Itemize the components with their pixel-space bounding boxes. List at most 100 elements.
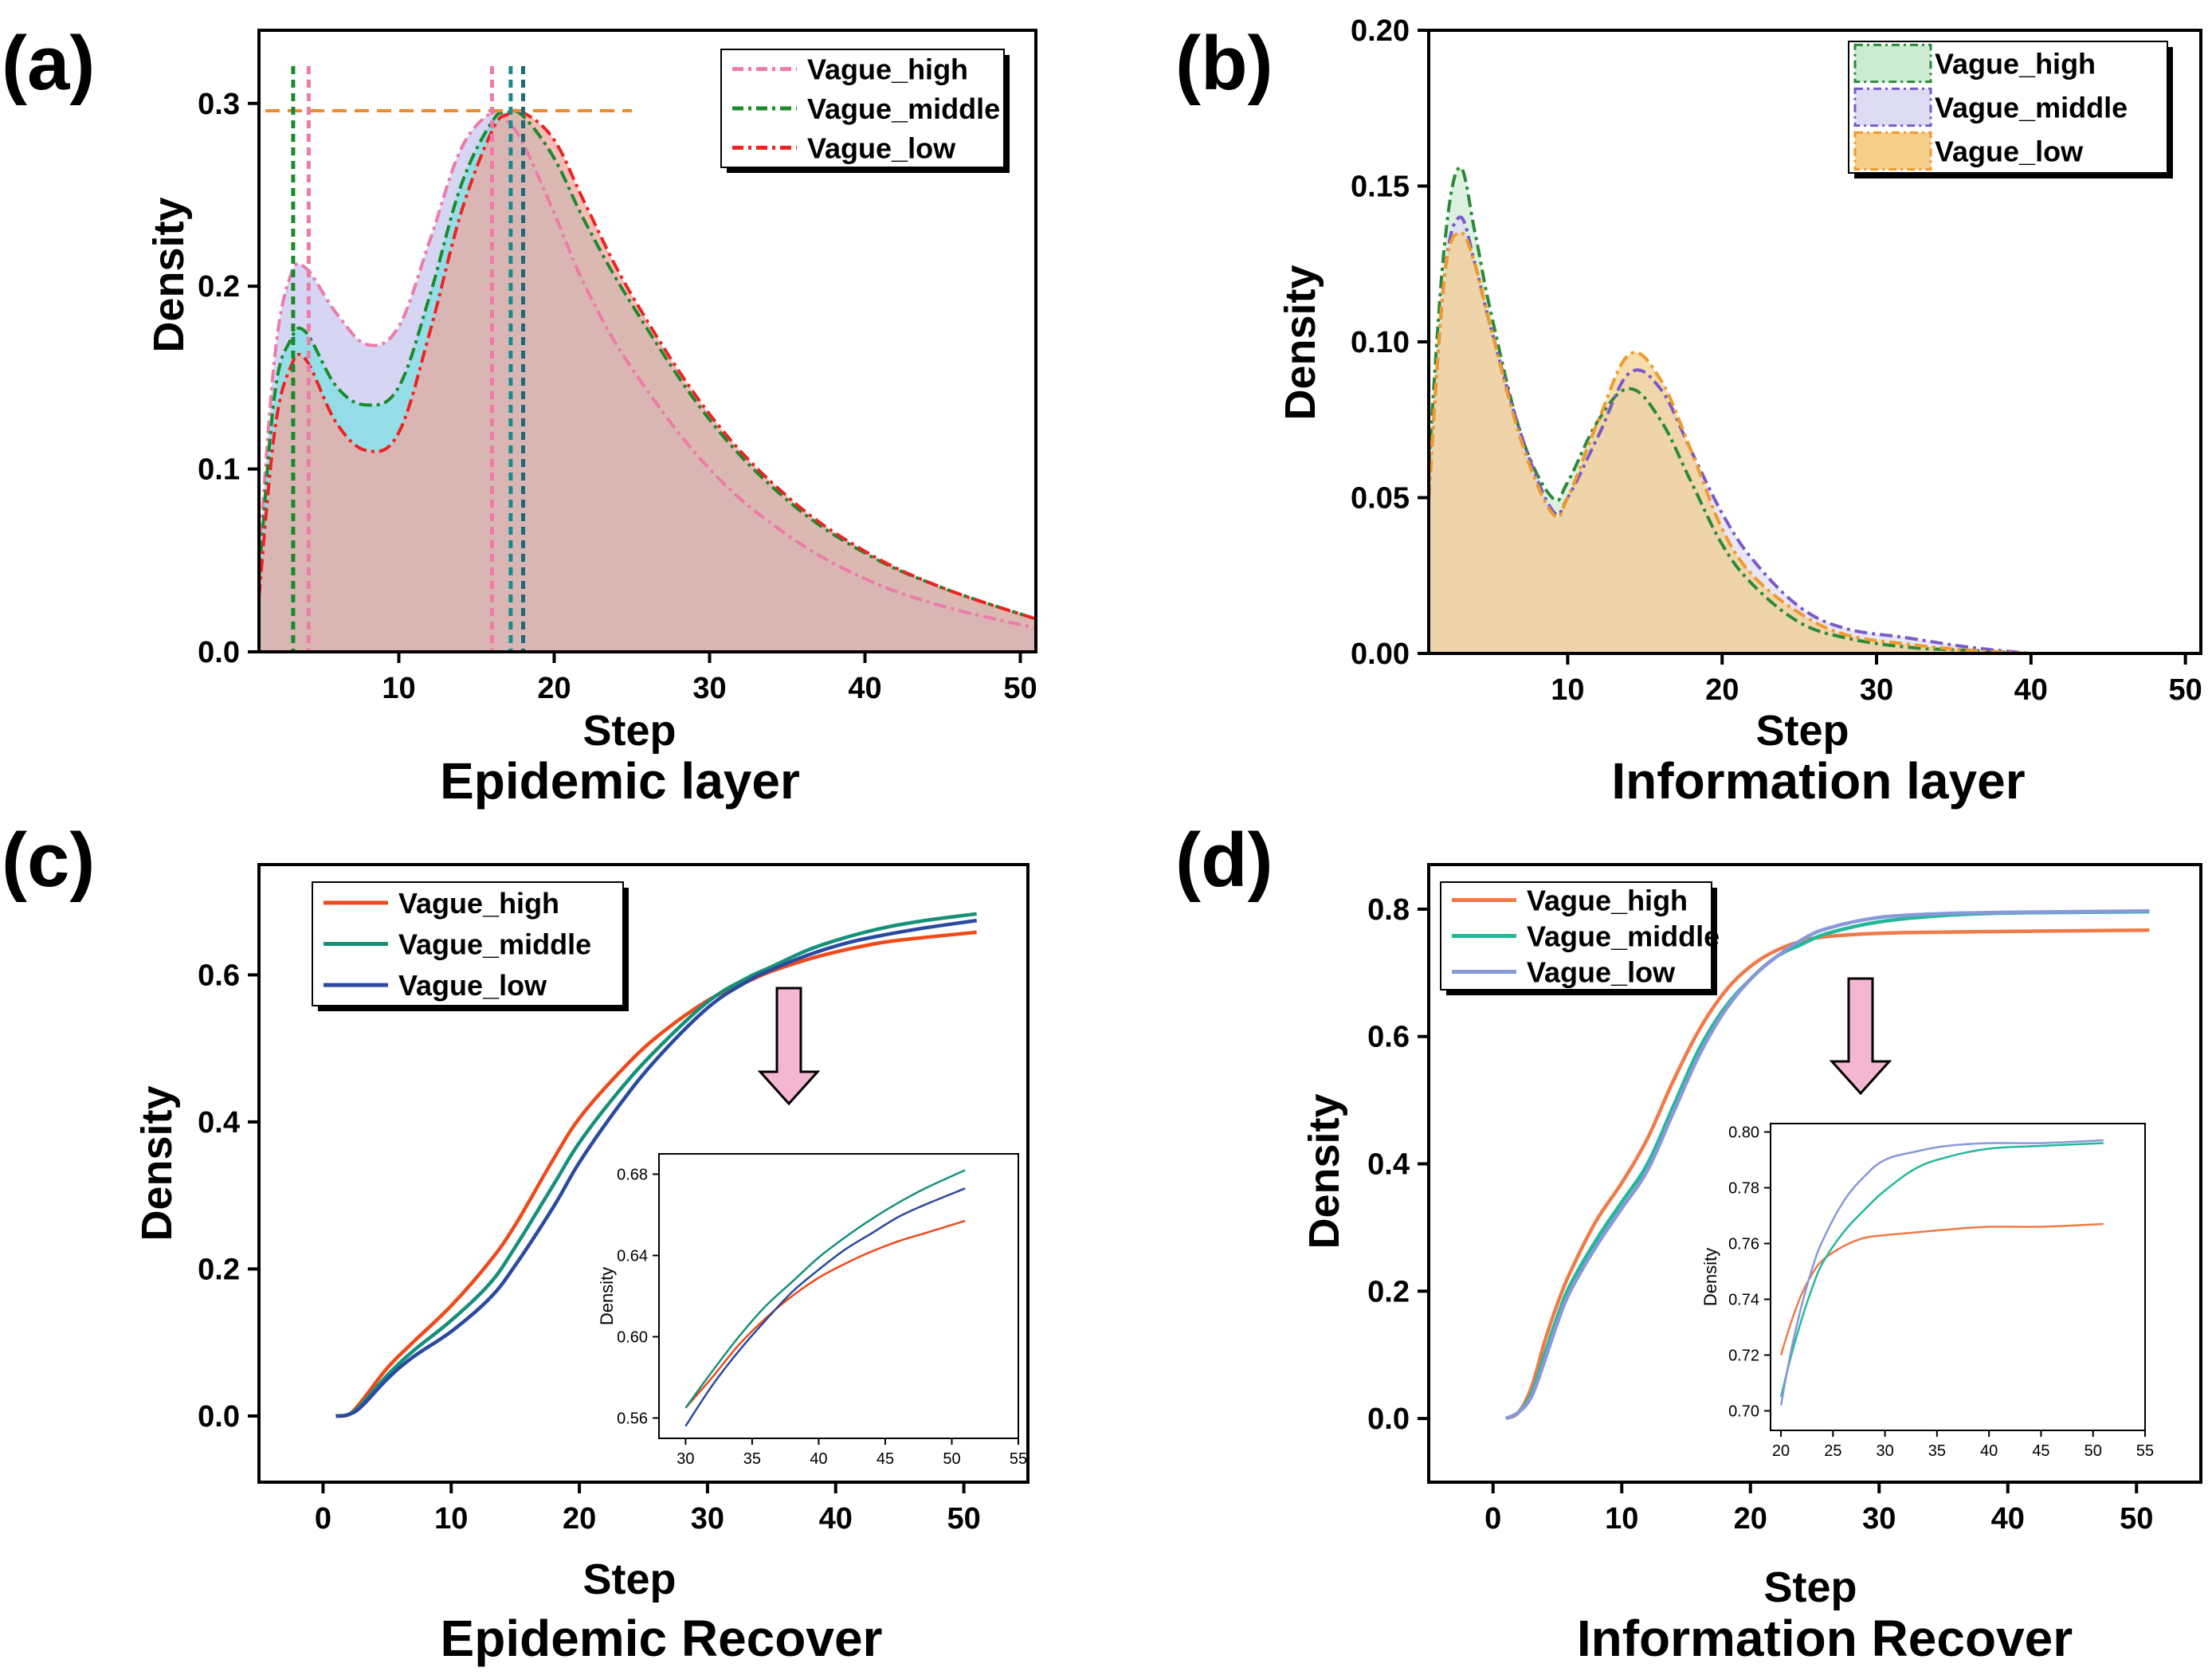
panel-c-inset-line-vague-middle [684,1169,966,1409]
panel-d-line-vague-low [1504,909,2150,1421]
panel-c-inset-xtick-label: 30 [677,1450,694,1468]
panel-c-inset-plot-frame [658,1153,1019,1439]
panel-a-ylabel: Density [145,197,193,352]
panel-c-inset-line-vague-low [684,1187,966,1427]
panel-b-chart: 10 20 30 40 50 0.00 0.05 0.10 0.15 0.20 Vague_high… [1351,14,2202,707]
panel-d-inset-xtick-label: 35 [1928,1442,1946,1460]
panel-c-line-vague-high [335,930,977,1418]
panel-c-letter: (c) [2,818,95,903]
panel-b-line-vague-middle [1427,215,2032,655]
panel-a-title: Epidemic layer [440,752,800,810]
panel-d-inset-ytick-label: 0.74 [1728,1292,1759,1309]
panel-d-inset-ytick-label: 0.72 [1728,1348,1759,1365]
panel-d-xtick-label: 10 [1605,1502,1638,1536]
panel-c-ytick-label: 0.4 [198,1106,240,1140]
panel-c-zoom-arrow-icon [757,987,821,1106]
panel-c-legend-label: Vague_high [398,887,559,920]
panel-b-xtick-label: 20 [1705,673,1739,707]
panel-d-letter: (d) [1175,818,1273,903]
panel-a-ytick-label: 0.1 [198,453,240,487]
panel-b-line-vague-low [1427,230,2031,655]
panel-c-inset-xtick-label: 50 [943,1450,960,1468]
panel-b-legend-label: Vague_low [1935,135,2084,168]
panel-a-line-vague-middle [257,109,1037,621]
panel-a-line-vague-low [257,108,1037,621]
panel-d-xtick-label: 0 [1484,1502,1501,1536]
panel-b-ytick-label: 0.05 [1351,482,1410,516]
panel-c-inset-ytick-label: 0.56 [617,1410,648,1428]
panel-c-inset-xtick-label: 45 [877,1450,894,1468]
panel-b-line-vague-high [1427,165,2031,655]
panel-c-xtick-label: 20 [563,1502,596,1536]
panel-d-inset-xtick-label: 45 [2032,1442,2049,1460]
panel-d-ytick-label: 0.4 [1367,1148,1410,1182]
panel-b-legend-swatch [1853,43,1932,84]
panel-b-ytick-label: 0.00 [1351,637,1410,671]
panel-a-legend-box [720,49,1005,168]
panel-c-legend-label: Vague_low [398,969,547,1002]
panel-b-legend-swatch [1853,87,1932,127]
panel-b-ylabel: Density [1277,265,1324,420]
panel-d-ylabel: Density [1300,1093,1348,1249]
panel-b-xtick-label: 40 [2014,673,2048,707]
panel-a-ytick-label: 0.0 [198,636,240,669]
panel-c-inset-ylabel: Density [597,1267,617,1325]
panel-d-legend-label: Vague_middle [1527,920,1720,953]
panel-c-inset-line-vague-high [684,1219,966,1409]
panel-c-line-vague-middle [335,912,977,1418]
panel-b-xtick-label: 10 [1551,673,1584,707]
panel-b-legend-label: Vague_high [1935,48,2096,80]
panel-d-ytick-label: 0.2 [1367,1275,1410,1308]
panel-b-xtick-label: 30 [1860,673,1893,707]
panel-d-plot-frame [1427,863,2202,1484]
panel-c-inset-ytick-label: 0.60 [617,1329,648,1347]
panel-d-inset-plot-frame [1770,1123,2146,1431]
panel-d-xtick-label: 40 [1991,1502,2025,1536]
panel-a-xtick-label: 30 [692,672,726,705]
panel-a-legend-label: Vague_middle [807,92,1000,125]
panel-a-letter: (a) [2,21,95,106]
panel-c-xtick-label: 10 [434,1502,468,1536]
panel-d-line-vague-middle [1504,909,2150,1421]
panel-c-xtick-label: 0 [315,1502,331,1536]
panel-d-inset-xtick-label: 30 [1876,1442,1893,1460]
panel-d-xtick-label: 20 [1734,1502,1767,1536]
panel-a-line-vague-high [257,109,1037,630]
panel-a-ytick-label: 0.3 [198,88,240,121]
panel-c-legend-label: Vague_middle [398,928,591,961]
panel-d-zoom-arrow-icon [1829,977,1892,1096]
panel-c-xlabel: Step [582,1555,676,1603]
panel-c-inset-xtick-label: 55 [1010,1450,1027,1468]
panel-d-inset-xtick-label: 40 [1980,1442,1998,1460]
panel-c-xtick-label: 30 [691,1502,724,1536]
panel-b-title: Information layer [1611,752,2025,810]
panel-b-letter: (b) [1175,21,1273,106]
panel-c-inset-ytick-label: 0.68 [617,1167,648,1184]
panel-a-xlabel: Step [582,707,676,755]
panel-c-inset-ytick-label: 0.64 [617,1248,648,1265]
panel-d-inset-xtick-label: 55 [2136,1442,2154,1460]
panel-d-ytick-label: 0.6 [1367,1021,1410,1054]
panel-d-chart: 0 10 20 30 40 500.00.20.40.60.8 Vague_highVagu… [1367,863,2202,1536]
panel-d-inset-line-vague-middle [1779,1142,2104,1398]
panel-d-xtick-label: 50 [2120,1502,2153,1536]
panel-d-ytick-label: 0.8 [1367,893,1410,927]
panel-c-xtick-label: 50 [947,1502,980,1536]
panel-c-ytick-label: 0.0 [198,1400,240,1434]
panel-d-inset-xtick-label: 20 [1772,1442,1790,1460]
panel-a-legend-label: Vague_low [807,131,956,164]
panel-b-xlabel: Step [1755,707,1849,755]
panel-d-line-vague-high [1504,928,2150,1421]
panel-c-plot-frame [257,863,1030,1484]
panel-c-inset-xtick-label: 40 [810,1450,827,1468]
panel-d-ytick-label: 0.0 [1367,1402,1410,1436]
panel-b-ytick-label: 0.20 [1351,14,1410,48]
panel-b-ytick-label: 0.10 [1351,326,1410,359]
panel-d-xlabel: Step [1763,1563,1857,1611]
panel-a-plot-frame [257,29,1037,653]
panel-d-inset-xtick-label: 25 [1824,1442,1841,1460]
panel-a-legend-label: Vague_high [807,53,968,86]
panel-b-legend-swatch [1853,131,1932,171]
panel-d-inset-ytick-label: 0.76 [1728,1236,1759,1253]
